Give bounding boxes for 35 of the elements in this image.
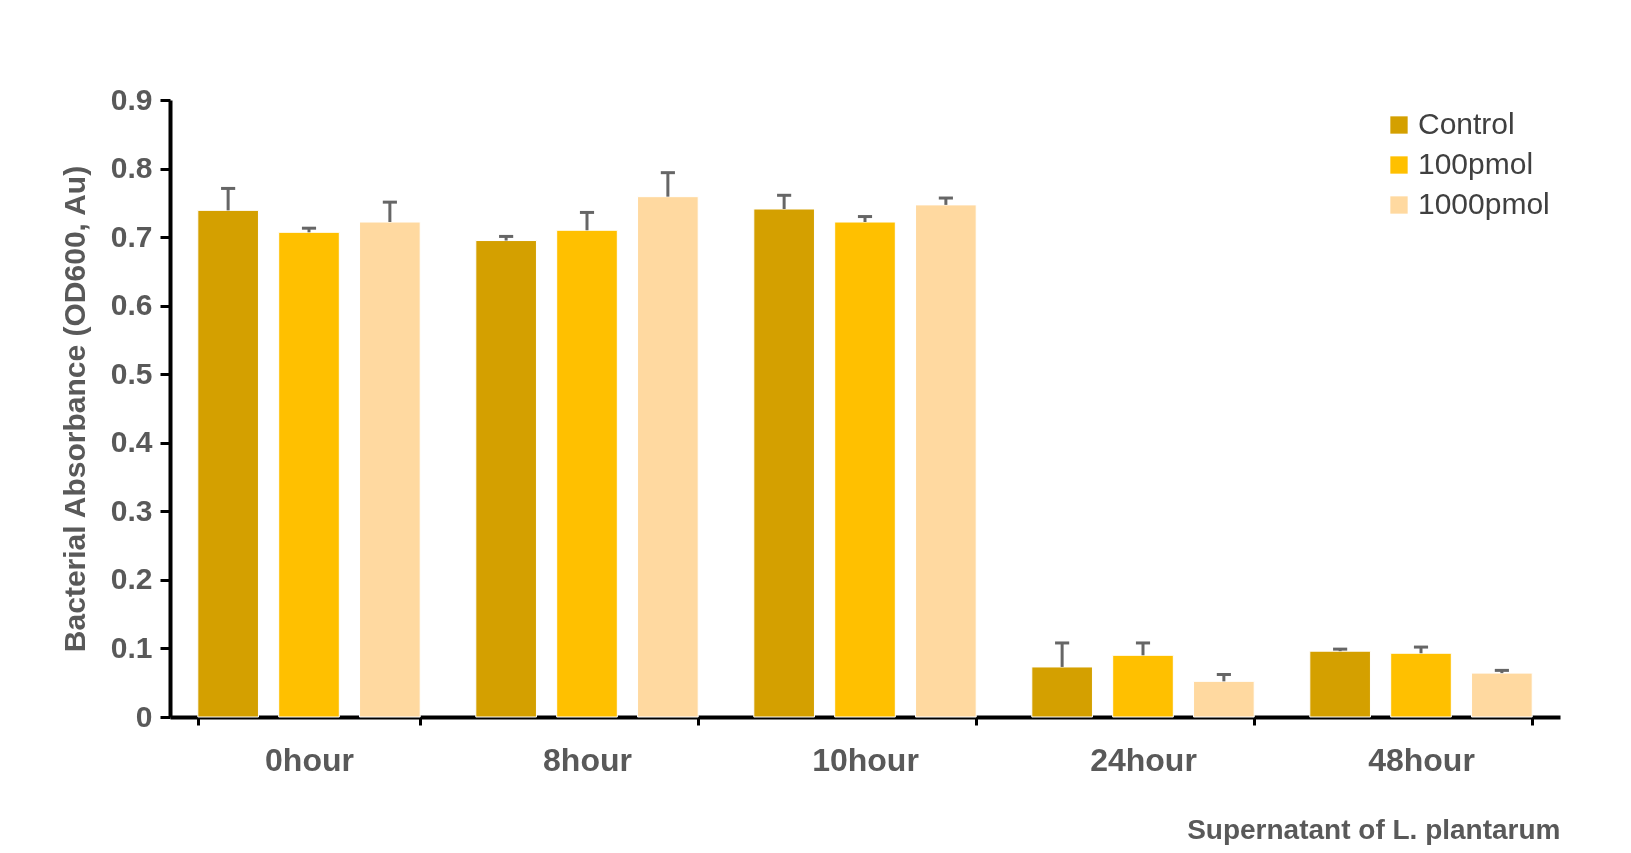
bar bbox=[753, 208, 815, 718]
y-tick-label: 0.3 bbox=[110, 493, 153, 527]
legend-label: 100pmol bbox=[1418, 147, 1534, 180]
bar bbox=[834, 221, 896, 718]
y-tick-label: 0.6 bbox=[110, 288, 153, 322]
y-tick-label: 0.1 bbox=[110, 630, 153, 664]
bar bbox=[1031, 666, 1093, 718]
x-tick-label: 8hour bbox=[543, 741, 632, 778]
y-tick-label: 0.4 bbox=[110, 425, 153, 459]
y-tick-label: 0.8 bbox=[110, 151, 153, 185]
bar bbox=[1309, 650, 1371, 718]
x-tick-label: 0hour bbox=[265, 741, 354, 778]
bar bbox=[1193, 680, 1255, 718]
y-tick-label: 0.7 bbox=[110, 219, 153, 253]
y-tick-label: 0.5 bbox=[110, 356, 153, 390]
y-tick-label: 0.2 bbox=[110, 562, 153, 596]
bar bbox=[1471, 672, 1533, 718]
legend-label: 1000pmol bbox=[1418, 187, 1550, 220]
bar bbox=[475, 240, 537, 718]
bar bbox=[1112, 654, 1174, 718]
bar bbox=[359, 221, 421, 718]
x-axis-title: Supernatant of L. plantarum bbox=[1187, 813, 1561, 845]
x-tick-label: 24hour bbox=[1090, 741, 1197, 778]
x-tick-label: 48hour bbox=[1368, 741, 1475, 778]
y-axis-title: Bacterial Absorbance (OD600, Au) bbox=[57, 165, 91, 653]
bar bbox=[278, 231, 340, 718]
bar bbox=[637, 196, 699, 718]
y-tick-label: 0.9 bbox=[110, 82, 153, 116]
bar bbox=[197, 209, 259, 718]
y-tick-label: 0 bbox=[135, 699, 153, 733]
bar bbox=[1390, 652, 1452, 718]
x-tick-label: 10hour bbox=[812, 741, 919, 778]
bar bbox=[556, 229, 618, 718]
legend-label: Control bbox=[1418, 107, 1515, 140]
bar bbox=[915, 204, 977, 718]
